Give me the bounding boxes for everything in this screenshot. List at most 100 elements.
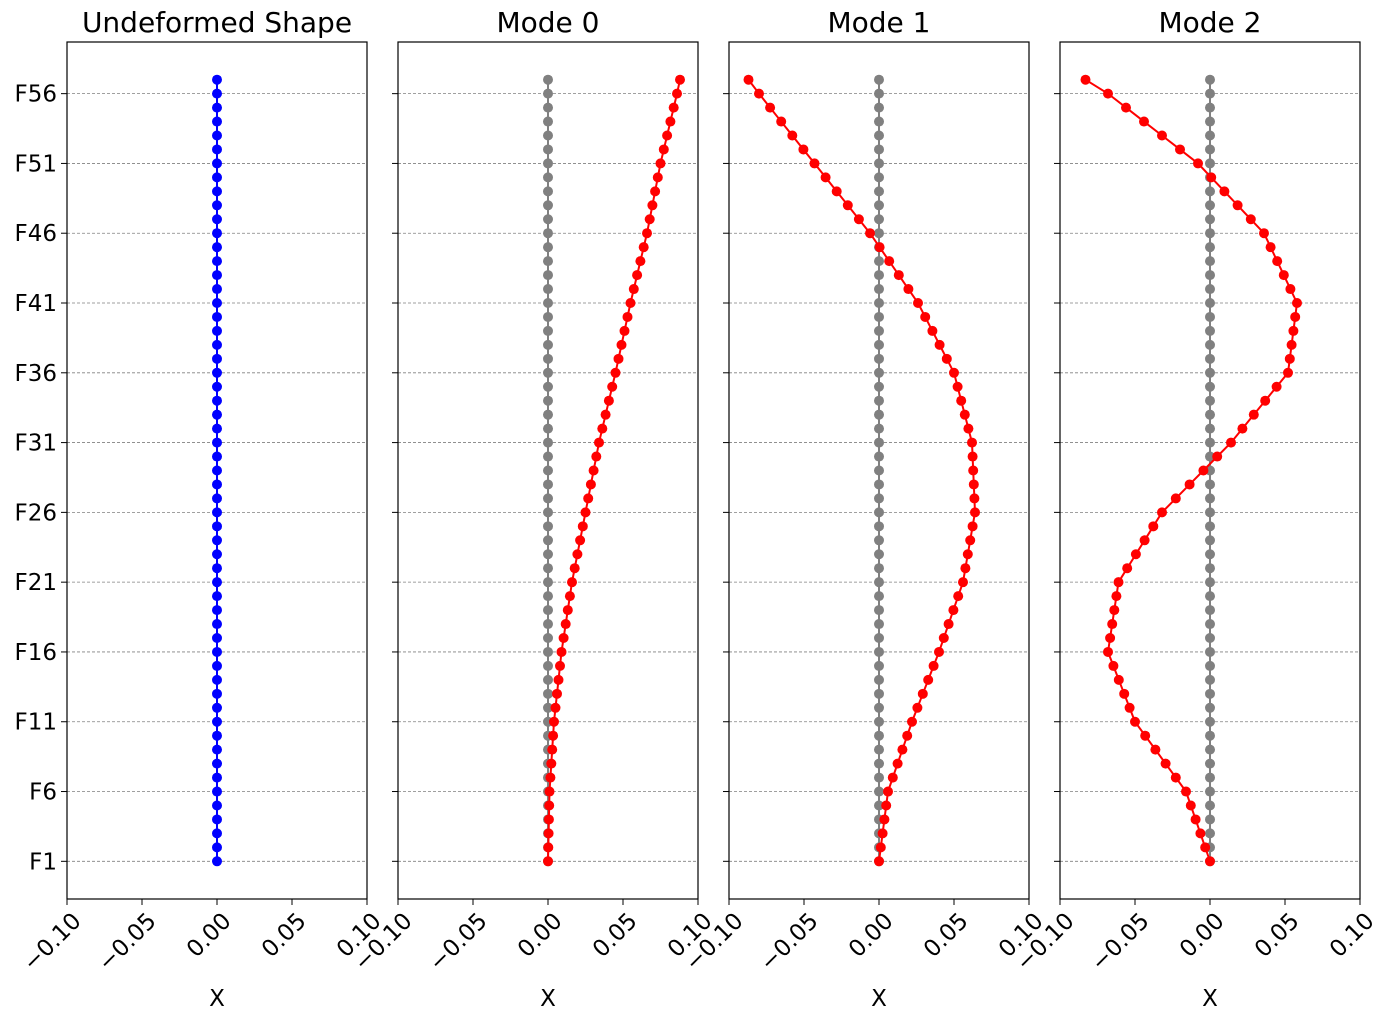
- data-point-4-mode-27: [1170, 493, 1181, 504]
- data-point-4-mode-41: [1292, 298, 1302, 309]
- data-point-3-mode-55: [765, 102, 776, 113]
- data-point-1-undeformed-9: [212, 744, 222, 755]
- data-point-3-reference-16: [874, 646, 884, 657]
- data-point-3-mode-47: [853, 214, 864, 225]
- data-point-2-mode-16: [556, 646, 567, 657]
- data-point-3-mode-23: [962, 549, 973, 560]
- x-axis-label-1: X: [209, 986, 225, 1012]
- data-point-2-mode-50: [652, 172, 663, 183]
- data-point-3-reference-6: [874, 786, 884, 797]
- data-point-4-reference-4: [1205, 814, 1215, 825]
- data-point-2-mode-43: [632, 270, 643, 281]
- data-point-4-mode-43: [1278, 270, 1289, 281]
- data-point-4-reference-9: [1205, 744, 1215, 755]
- data-point-2-mode-5: [544, 800, 555, 811]
- data-point-3-reference-47: [874, 214, 884, 225]
- data-point-4-reference-17: [1205, 632, 1215, 643]
- data-point-3-reference-31: [874, 437, 884, 448]
- xtick-label-2-3: 0.05: [588, 908, 643, 963]
- data-point-4-mode-35: [1271, 381, 1282, 392]
- data-point-2-mode-7: [545, 772, 556, 783]
- data-point-3-mode-8: [892, 758, 903, 769]
- data-point-3-mode-12: [912, 702, 923, 713]
- data-point-1-undeformed-14: [212, 674, 222, 685]
- data-point-1-undeformed-33: [212, 409, 222, 420]
- xtick-label-4-1: −0.05: [1086, 908, 1154, 976]
- data-point-2-mode-26: [580, 507, 591, 518]
- xtick-label-4-3: 0.05: [1250, 908, 1305, 963]
- data-point-3-mode-14: [923, 674, 934, 685]
- data-point-3-mode-31: [967, 437, 977, 448]
- data-point-2-mode-35: [607, 381, 618, 392]
- data-point-2-mode-6: [544, 786, 555, 797]
- data-point-1-undeformed-53: [212, 130, 222, 141]
- data-point-3-mode-5: [881, 800, 892, 811]
- data-point-2-mode-48: [647, 200, 658, 211]
- data-point-3-reference-53: [874, 130, 884, 141]
- data-point-4-mode-10: [1140, 730, 1151, 741]
- data-point-2-reference-12: [543, 702, 553, 713]
- data-point-2-reference-35: [543, 381, 553, 392]
- panel-title-1: Undeformed Shape: [82, 6, 352, 39]
- data-point-4-reference-20: [1205, 591, 1215, 602]
- data-point-3-mode-9: [897, 744, 908, 755]
- data-point-4-reference-49: [1205, 186, 1215, 197]
- data-point-3-mode-7: [887, 772, 898, 783]
- data-point-4-reference-28: [1205, 479, 1215, 490]
- data-point-3-mode-57: [743, 74, 754, 85]
- data-point-4-reference-21: [1205, 577, 1215, 588]
- data-point-3-reference-51: [874, 158, 884, 169]
- xtick-label-1-1: −0.05: [93, 908, 161, 976]
- data-point-2-mode-49: [650, 186, 661, 197]
- data-point-3-reference-9: [874, 744, 884, 755]
- data-point-3-mode-50: [820, 172, 831, 183]
- data-point-3-mode-21: [958, 577, 968, 588]
- ytick-label-f1: F1: [29, 849, 57, 875]
- data-point-4-mode-45: [1265, 242, 1276, 253]
- data-point-4-mode-55: [1121, 102, 1131, 113]
- data-point-2-reference-16: [543, 646, 553, 657]
- data-point-2-reference-38: [543, 339, 553, 350]
- data-point-2-mode-2: [543, 842, 554, 853]
- data-point-3-reference-28: [874, 479, 884, 490]
- data-point-4-reference-42: [1205, 284, 1215, 295]
- data-point-3-mode-53: [787, 130, 798, 141]
- data-point-4-mode-32: [1237, 423, 1248, 434]
- data-point-3-reference-24: [874, 535, 884, 546]
- data-point-4-reference-36: [1205, 367, 1215, 378]
- data-point-3-mode-43: [893, 270, 904, 281]
- data-point-1-undeformed-43: [212, 270, 222, 281]
- data-point-4-mode-38: [1286, 339, 1297, 350]
- data-point-4-reference-53: [1205, 130, 1215, 141]
- data-point-2-mode-23: [572, 549, 583, 560]
- xtick-label-2-2: 0.00: [513, 908, 568, 963]
- data-point-2-mode-17: [558, 632, 569, 643]
- data-point-1-undeformed-7: [212, 772, 222, 783]
- xtick-label-3-2: 0.00: [844, 908, 899, 963]
- data-point-4-mode-30: [1212, 451, 1223, 462]
- data-point-4-mode-24: [1139, 535, 1150, 546]
- series-line-4-mode: [1084, 78, 1299, 862]
- data-point-2-mode-8: [546, 758, 557, 769]
- data-point-2-mode-3: [543, 828, 554, 839]
- data-point-3-mode-48: [842, 200, 853, 211]
- data-point-4-mode-37: [1284, 353, 1295, 364]
- data-point-3-reference-41: [874, 298, 884, 309]
- data-point-4-reference-26: [1205, 507, 1215, 518]
- data-point-4-mode-14: [1113, 674, 1124, 685]
- data-point-4-mode-52: [1175, 144, 1185, 155]
- data-point-1-undeformed-42: [212, 284, 222, 295]
- data-point-2-mode-37: [613, 353, 624, 364]
- data-point-2-mode-27: [583, 493, 594, 504]
- data-point-3-reference-48: [874, 200, 884, 211]
- data-point-2-mode-51: [655, 158, 666, 169]
- data-point-4-reference-48: [1205, 200, 1215, 211]
- data-point-4-reference-46: [1205, 228, 1215, 239]
- data-point-3-mode-22: [960, 563, 971, 574]
- data-point-1-undeformed-48: [212, 200, 222, 211]
- data-point-4-reference-45: [1205, 242, 1215, 253]
- data-point-2-mode-40: [622, 311, 633, 322]
- data-point-1-undeformed-16: [212, 646, 222, 657]
- data-point-3-mode-6: [883, 786, 893, 797]
